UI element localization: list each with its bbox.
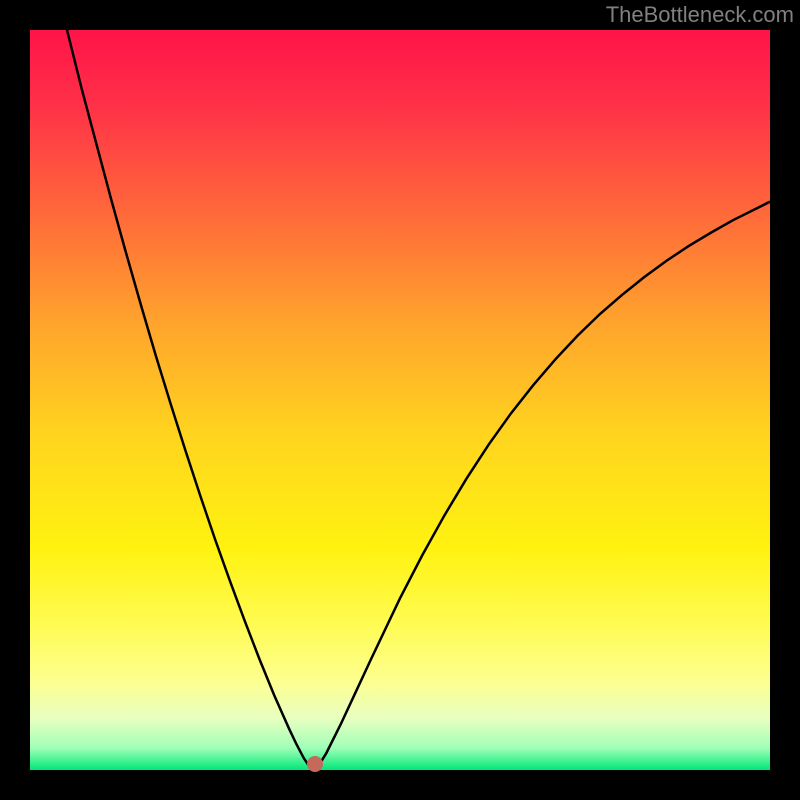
optimal-point-marker	[307, 756, 323, 772]
plot-area	[30, 30, 770, 770]
chart-container: TheBottleneck.com	[0, 0, 800, 800]
bottleneck-curve	[30, 30, 770, 770]
watermark-text: TheBottleneck.com	[606, 2, 794, 28]
